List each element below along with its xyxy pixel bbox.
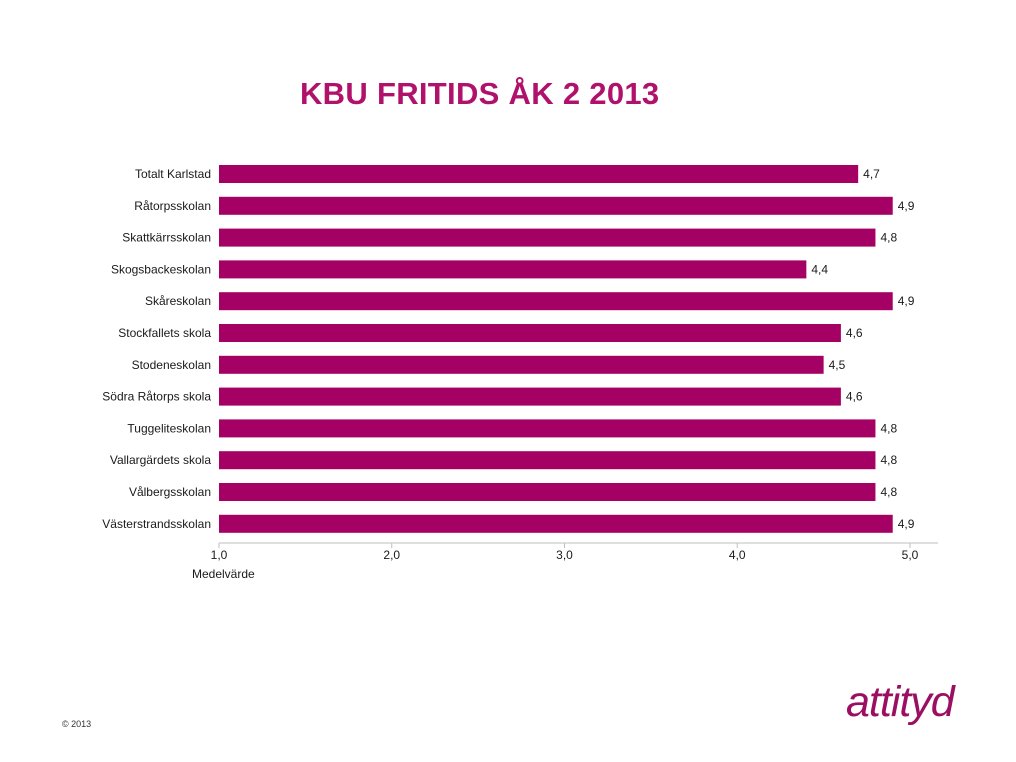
bar — [219, 355, 824, 374]
bar — [219, 260, 807, 279]
copyright-text: © 2013 — [62, 719, 92, 729]
x-tick-label: 3,0 — [556, 548, 573, 562]
bar — [219, 228, 876, 247]
category-label: Södra Råtorps skola — [102, 390, 211, 404]
value-label: 4,7 — [863, 167, 880, 181]
category-label: Vallargärdets skola — [110, 453, 211, 467]
value-label: 4,9 — [898, 294, 915, 308]
value-label: 4,9 — [898, 199, 915, 213]
category-label: Skattkärrsskolan — [122, 231, 211, 245]
bar — [219, 419, 876, 438]
x-tick-label: 2,0 — [383, 548, 400, 562]
category-label: Skogsbackeskolan — [111, 262, 211, 276]
x-tick-label: 4,0 — [729, 548, 746, 562]
category-label: Vålbergsskolan — [129, 485, 211, 499]
bar — [219, 196, 893, 215]
category-label: Råtorpsskolan — [134, 199, 211, 213]
category-label: Skåreskolan — [145, 294, 211, 308]
bar — [219, 451, 876, 470]
bar — [219, 514, 893, 533]
value-label: 4,8 — [880, 421, 897, 435]
x-tick-label: 1,0 — [211, 548, 228, 562]
bar — [219, 387, 841, 406]
category-label: Stodeneskolan — [132, 358, 211, 372]
category-label: Stockfallets skola — [118, 326, 211, 340]
bar — [219, 483, 876, 501]
value-label: 4,6 — [846, 390, 863, 404]
x-axis-title: Medelvärde — [192, 567, 255, 581]
attityd-logo: attityd — [846, 678, 955, 726]
x-tick-label: 5,0 — [902, 548, 919, 562]
value-label: 4,9 — [898, 517, 915, 531]
bar — [219, 324, 841, 342]
value-label: 4,8 — [880, 453, 897, 467]
value-label: 4,5 — [829, 358, 846, 372]
value-label: 4,4 — [811, 262, 828, 276]
value-label: 4,6 — [846, 326, 863, 340]
value-label: 4,8 — [880, 231, 897, 245]
slide-title: KBU FRITIDS ÅK 2 2013 — [300, 76, 660, 111]
value-label: 4,8 — [880, 485, 897, 499]
bar — [219, 165, 859, 183]
bar — [219, 292, 893, 311]
category-label: Västerstrandsskolan — [102, 517, 211, 531]
category-label: Tuggeliteskolan — [127, 421, 211, 435]
category-label: Totalt Karlstad — [135, 167, 211, 181]
